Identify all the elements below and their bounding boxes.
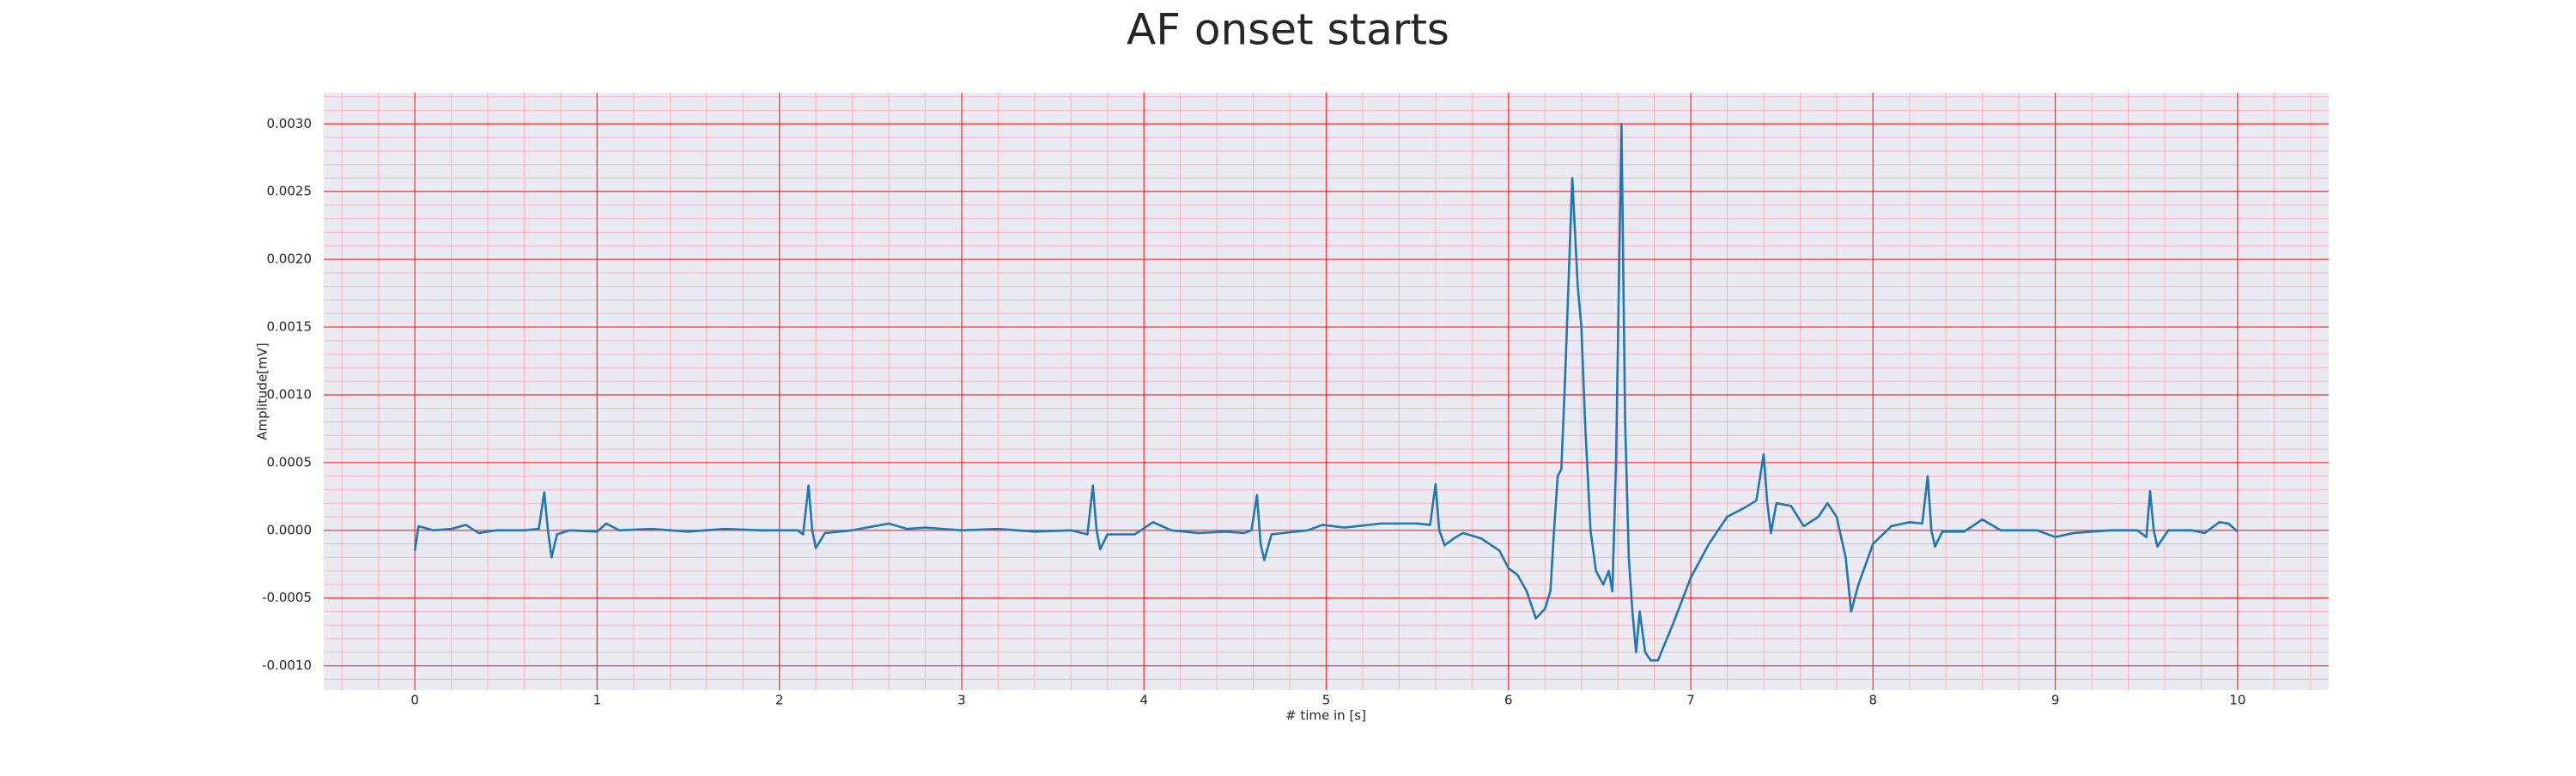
x-tick-label: 5	[1322, 693, 1331, 708]
x-tick-label: 4	[1139, 693, 1148, 708]
y-tick-label: 0.0025	[267, 184, 313, 199]
x-tick-label: 7	[1686, 693, 1695, 708]
x-tick-label: 9	[2051, 693, 2060, 708]
y-tick-label: 0.0010	[267, 386, 313, 402]
y-tick-label: -0.0005	[262, 590, 312, 605]
x-tick-label: 1	[593, 693, 602, 708]
x-axis-label: # time in [s]	[1285, 708, 1366, 724]
y-tick-label: 0.0030	[267, 116, 313, 131]
y-tick-label: 0.0000	[267, 522, 313, 537]
y-tick-label: 0.0015	[267, 319, 313, 335]
x-tick-label: 3	[957, 693, 966, 708]
x-tick-label: 0	[410, 693, 419, 708]
x-tick-label: 8	[1869, 693, 1878, 708]
ecg-line	[413, 123, 2239, 662]
x-tick-label: 10	[2229, 693, 2245, 708]
x-tick-label: 6	[1504, 693, 1513, 708]
x-tick-label: 2	[775, 693, 784, 708]
y-axis-label: Amplitude[mV]	[255, 343, 270, 440]
y-tick-label: 0.0020	[267, 252, 313, 267]
y-tick-label: 0.0005	[267, 454, 313, 470]
chart-title: AF onset starts	[1127, 5, 1449, 55]
y-tick-label: -0.0010	[262, 658, 312, 673]
